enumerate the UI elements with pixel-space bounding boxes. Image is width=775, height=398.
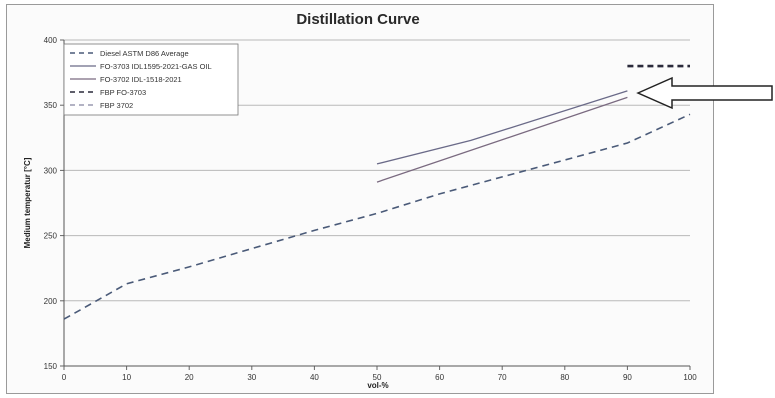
x-tick-label: 70 [498, 373, 507, 382]
x-tick-labels: 0 10 20 30 40 50 60 70 80 90 100 [62, 373, 697, 382]
x-axis-label: vol-% [367, 381, 388, 390]
y-tick-label: 350 [44, 101, 58, 110]
legend-entry: FO-3703 IDL1595-2021-GAS OIL [100, 62, 212, 71]
x-tick-label: 0 [62, 373, 67, 382]
x-tick-label: 90 [623, 373, 632, 382]
series-lines [63, 64, 691, 320]
arrow-annotation [636, 76, 773, 110]
y-tick-label: 250 [44, 232, 58, 241]
y-tick-label: 400 [44, 36, 58, 45]
x-tick-label: 40 [310, 373, 319, 382]
x-tick-label: 20 [185, 373, 194, 382]
y-tick-labels: 150 200 250 300 350 400 [44, 36, 58, 371]
x-tick-label: 80 [560, 373, 569, 382]
y-tick-label: 200 [44, 297, 58, 306]
y-axis-label: Medium temperatur [°C] [23, 157, 32, 248]
x-tick-label: 50 [373, 373, 382, 382]
gridlines [64, 39, 690, 302]
legend-entry: FO-3702 IDL-1518-2021 [100, 75, 182, 84]
y-tick-label: 150 [44, 362, 58, 371]
chart-title: Distillation Curve [296, 11, 419, 28]
x-tick-label: 60 [435, 373, 444, 382]
x-tick-label: 30 [247, 373, 256, 382]
legend: Diesel ASTM D86 Average FO-3703 IDL1595-2… [63, 43, 239, 116]
series-line-1 [63, 113, 691, 320]
legend-entry: FBP FO-3703 [100, 88, 146, 97]
legend-entry: FBP 3702 [100, 101, 133, 110]
legend-entry: Diesel ASTM D86 Average [100, 49, 189, 58]
series-line-2 [376, 90, 628, 165]
x-tick-label: 100 [683, 373, 697, 382]
series-line-3 [376, 96, 628, 183]
x-tick-label: 10 [122, 373, 131, 382]
y-tick-label: 300 [44, 166, 58, 175]
